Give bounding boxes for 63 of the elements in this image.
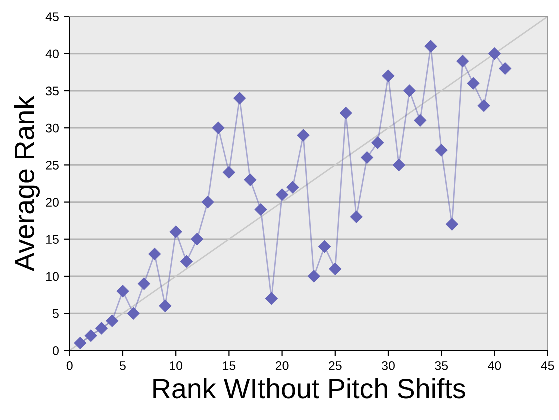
point [308, 270, 320, 283]
point [446, 218, 458, 231]
x-tick-label: 0 [66, 361, 73, 370]
point [372, 136, 384, 150]
point [404, 84, 416, 98]
x-tick-label: 30 [382, 361, 395, 370]
point [488, 48, 501, 60]
point [478, 100, 490, 112]
point [424, 40, 438, 53]
point [244, 174, 257, 186]
point [318, 240, 331, 253]
y-tick-label: 5 [53, 310, 59, 318]
y-axis-title: Average Rank [14, 96, 40, 272]
point [286, 181, 300, 194]
point [191, 233, 204, 246]
point [254, 204, 268, 216]
point [340, 107, 352, 120]
x-tick-label: 10 [170, 361, 183, 370]
point [128, 308, 140, 320]
point [467, 77, 480, 90]
point [329, 262, 342, 276]
point [499, 62, 512, 75]
point [106, 314, 118, 328]
point [234, 92, 246, 105]
point [266, 292, 278, 305]
point [148, 248, 161, 260]
x-tick-label: 45 [541, 362, 554, 370]
point [96, 322, 108, 335]
point [116, 285, 130, 298]
y-tick-label: 10 [46, 272, 59, 282]
point [85, 330, 98, 342]
x-tick-label: 35 [435, 361, 448, 370]
point [276, 188, 288, 201]
x-axis-title: Rank WIthout Pitch Shifts [154, 378, 466, 399]
point [393, 159, 406, 172]
point [456, 55, 469, 68]
x-tick-label: 40 [488, 361, 502, 370]
x-tick-label: 5 [120, 362, 126, 370]
point [180, 256, 193, 268]
point [414, 114, 426, 127]
point [170, 226, 182, 238]
x-tick-label: 25 [329, 361, 342, 370]
point [74, 337, 87, 350]
y-tick-label: 30 [46, 124, 59, 133]
x-tick-label: 15 [223, 362, 236, 370]
y-tick-label: 25 [46, 161, 59, 170]
point [436, 144, 448, 156]
y-tick-label: 40 [46, 50, 59, 59]
x-tick-label: 20 [276, 361, 289, 370]
point [159, 300, 172, 312]
point [212, 122, 225, 134]
y-tick-label: 0 [52, 346, 59, 356]
point [350, 211, 363, 224]
y-tick-label: 20 [46, 198, 59, 207]
point [361, 152, 374, 164]
y-tick-label: 35 [46, 86, 59, 96]
y-tick-label: 15 [46, 235, 59, 244]
point [382, 70, 395, 82]
point [202, 196, 214, 208]
point [297, 129, 310, 142]
point [223, 166, 236, 179]
point [138, 278, 150, 290]
y-tick-label: 45 [46, 12, 59, 22]
